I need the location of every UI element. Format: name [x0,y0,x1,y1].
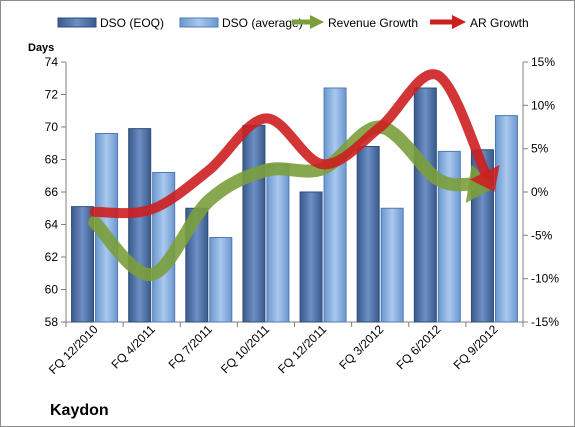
bar-dso-average [494,115,518,323]
x-tick-label: FQ 10/2011 [218,322,272,376]
y2-tick-label: -10% [531,272,559,286]
plot-area: 58 60 62 64 66 68 70 72 74 -15% -10% -5% 0% 5% 10% 15% F… [45,55,560,377]
bar-dso-average [323,87,347,323]
x-tick-label: FQ 12/2010 [46,322,101,377]
legend-label-revenue-growth: Revenue Growth [328,16,418,30]
company-name: Kaydon [50,402,109,419]
ar-growth-arrowhead [469,164,500,192]
legend-item-dso-average: DSO (average) [179,16,303,30]
legend-item-revenue-growth: Revenue Growth [292,15,418,30]
x-tick-label: FQ 3/2012 [336,322,386,372]
y2-tick-label: -5% [531,228,553,242]
y-tick-label: 66 [45,185,59,199]
x-tick-label: FQ 6/2012 [393,322,443,372]
y-tick-label: 62 [45,250,59,264]
y2-tick-label: 15% [531,55,555,69]
bar-dso-average [437,150,461,323]
y-tick-label: 60 [45,283,59,297]
y2-tick-label: -15% [531,315,559,329]
bar-dso-eoq [356,146,380,323]
y2-tick-label: 5% [531,142,549,156]
y-tick-label: 68 [45,153,59,167]
x-tick-label: FQ 7/2011 [166,322,216,372]
bar-dso-eoq [71,206,95,323]
y-tick-label: 72 [45,88,59,102]
legend-label-dso-eoq: DSO (EOQ) [100,16,164,30]
bar-dso-eoq [242,124,266,323]
x-tick-label: FQ 12/2011 [275,322,329,376]
legend-label-ar-growth: AR Growth [470,16,529,30]
bar-dso-average [380,207,404,323]
y-tick-label: 58 [45,315,59,329]
legend: DSO (EOQ) DSO (average) Revenue Growth A… [57,15,529,30]
legend-item-dso-eoq: DSO (EOQ) [57,16,164,30]
bar-dso-average [209,237,233,323]
y-tick-label: 74 [45,55,59,69]
bar-dso-average [266,163,290,323]
y2-tick-label: 0% [531,185,549,199]
legend-label-dso-average: DSO (average) [222,16,303,30]
y-tick-label: 70 [45,120,59,134]
y2-tick-label: 10% [531,98,555,112]
legend-item-ar-growth: AR Growth [430,15,529,30]
y-axis-label: Days [28,42,54,54]
revenue-growth-line [88,120,478,281]
bar-dso-eoq [413,87,437,323]
x-tick-label: FQ 9/2012 [451,322,501,372]
bar-dso-eoq [128,128,152,323]
y-tick-label: 64 [45,218,59,232]
x-tick-label: FQ 4/2011 [108,322,158,372]
bar-dso-eoq [299,191,323,323]
